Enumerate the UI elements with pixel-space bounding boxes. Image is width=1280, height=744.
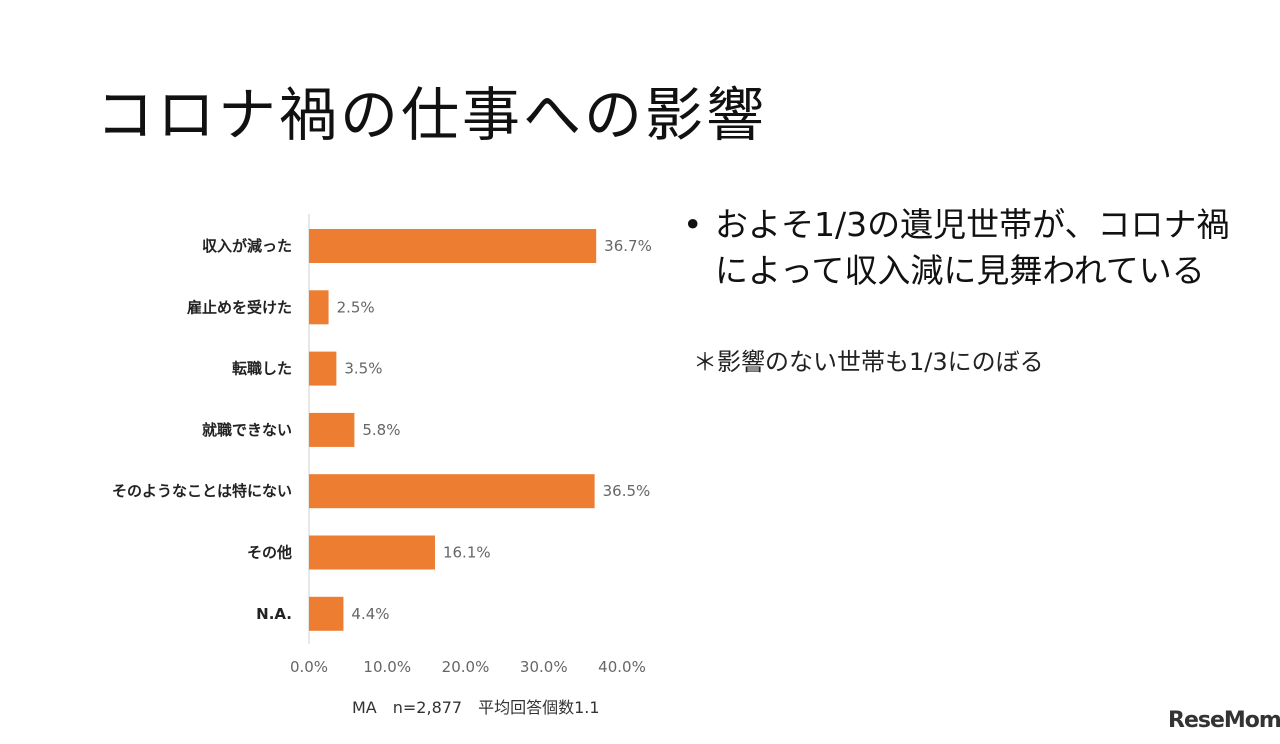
data-label: 16.1% — [443, 544, 491, 562]
data-label: 3.5% — [344, 360, 382, 378]
bars-group: 収入が減った 36.7% 雇止めを受けた 2.5% 転職した 3.5% 就職できない 5.8%… — [112, 229, 652, 631]
data-label: 36.5% — [603, 482, 651, 500]
bar — [309, 229, 597, 263]
category-label: その他 — [247, 544, 292, 562]
chart-note: MA n=2,877 平均回答個数1.1 — [352, 698, 600, 717]
bar — [309, 596, 344, 631]
data-label: 5.8% — [362, 421, 400, 439]
category-label: N.A. — [256, 605, 292, 623]
x-tick-label: 40.0% — [598, 658, 646, 676]
x-tick-label: 20.0% — [442, 658, 490, 676]
x-tick-label: 30.0% — [520, 658, 568, 676]
bar — [309, 290, 329, 325]
data-label: 36.7% — [604, 237, 652, 255]
bullet-point: • およそ1/3の遺児世帯が、コロナ禍によって収入減に見舞われている — [683, 202, 1253, 294]
bar — [309, 412, 355, 447]
category-label: そのようなことは特にない — [112, 482, 292, 500]
sub-note: ＊影響のない世帯も1/3にのぼる — [693, 348, 1044, 376]
category-label: 就職できない — [202, 421, 292, 439]
category-label: 転職した — [232, 360, 292, 378]
bullet-marker: • — [683, 205, 703, 244]
data-label: 4.4% — [351, 605, 389, 623]
category-label: 収入が減った — [202, 237, 292, 255]
x-tick-label: 10.0% — [363, 658, 411, 676]
bar-chart: 収入が減った 36.7% 雇止めを受けた 2.5% 転職した 3.5% 就職できない 5.8%… — [112, 214, 652, 676]
bar — [309, 535, 435, 570]
x-ticks-group: 0.0% 10.0% 20.0% 30.0% 40.0% — [290, 658, 646, 676]
bar — [309, 474, 595, 509]
page-title: コロナ禍の仕事への影響 — [96, 81, 768, 149]
x-tick-label: 0.0% — [290, 658, 328, 676]
resemom-logo: ReseMom — [1168, 708, 1280, 733]
bar — [309, 351, 337, 386]
bullet-text: およそ1/3の遺児世帯が、コロナ禍によって収入減に見舞われている — [715, 205, 1230, 290]
data-label: 2.5% — [337, 298, 375, 316]
category-label: 雇止めを受けた — [187, 298, 292, 316]
